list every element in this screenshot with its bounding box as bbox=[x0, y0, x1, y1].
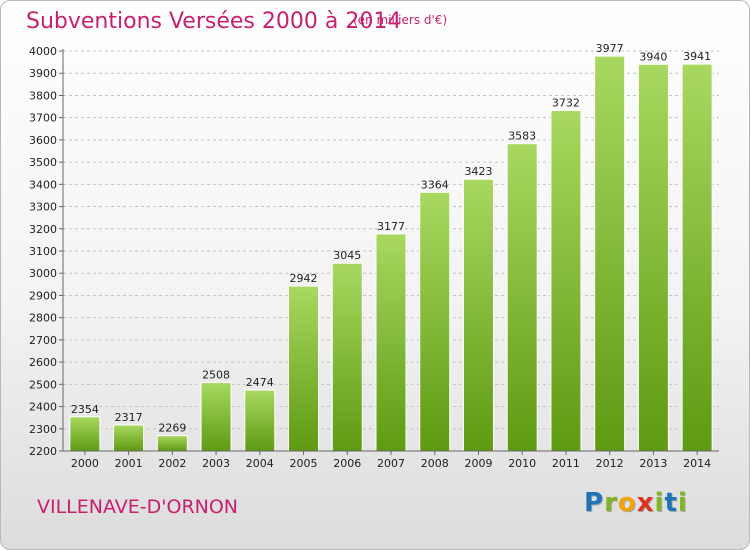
proxiti-logo: Proxiti bbox=[584, 488, 688, 518]
logo-letter: i bbox=[654, 488, 665, 518]
y-tick-label: 2800 bbox=[29, 312, 57, 325]
x-tick-label: 2005 bbox=[290, 457, 318, 470]
data-label: 3045 bbox=[333, 249, 361, 262]
y-tick-label: 2900 bbox=[29, 289, 57, 302]
y-tick-label: 3700 bbox=[29, 112, 57, 125]
bar bbox=[113, 424, 145, 452]
logo-letter: P bbox=[584, 488, 605, 518]
unit-note: (en milliers d'€) bbox=[353, 13, 448, 27]
y-tick-label: 3400 bbox=[29, 178, 57, 191]
logo-letter: t bbox=[664, 488, 678, 518]
bar bbox=[419, 191, 451, 452]
data-label: 3940 bbox=[639, 50, 667, 63]
x-tick-label: 2009 bbox=[464, 457, 492, 470]
x-tick-label: 2010 bbox=[508, 457, 536, 470]
y-tick-label: 3100 bbox=[29, 245, 57, 258]
logo-letter: x bbox=[636, 488, 655, 518]
axes: 2200 2300 2400 2500 2600 2700 2800 2900 3000 3100… bbox=[29, 45, 719, 470]
y-tick-label: 4000 bbox=[29, 45, 57, 58]
y-tick-label: 2200 bbox=[29, 445, 57, 458]
bar bbox=[637, 63, 669, 452]
bar bbox=[200, 382, 232, 452]
city-name: VILLENAVE-D'ORNON bbox=[37, 496, 239, 518]
logo-letter: o bbox=[617, 488, 637, 518]
logo-letter: i bbox=[677, 488, 688, 518]
y-tick-label: 3500 bbox=[29, 156, 57, 169]
data-label: 3177 bbox=[377, 220, 405, 233]
y-tick-label: 3900 bbox=[29, 67, 57, 80]
bar bbox=[156, 435, 188, 452]
y-tick-label: 3200 bbox=[29, 223, 57, 236]
x-tick-label: 2002 bbox=[158, 457, 186, 470]
bar bbox=[375, 233, 407, 452]
x-tick-label: 2013 bbox=[639, 457, 667, 470]
y-tick-label: 3000 bbox=[29, 267, 57, 280]
data-label: 2354 bbox=[71, 403, 99, 416]
bar bbox=[681, 63, 713, 452]
chart-title: Subventions Versées 2000 à 2014 bbox=[26, 9, 402, 34]
x-tick-label: 2011 bbox=[552, 457, 580, 470]
x-tick-label: 2003 bbox=[202, 457, 230, 470]
y-tick-label: 2500 bbox=[29, 378, 57, 391]
y-tick-label: 2300 bbox=[29, 423, 57, 436]
logo-letter: r bbox=[604, 488, 618, 518]
data-label: 3423 bbox=[464, 165, 492, 178]
x-tick-label: 2004 bbox=[246, 457, 274, 470]
data-label: 2269 bbox=[158, 422, 186, 435]
data-label: 2942 bbox=[290, 272, 318, 285]
x-tick-label: 2007 bbox=[377, 457, 405, 470]
y-tick-label: 3800 bbox=[29, 89, 57, 102]
x-tick-label: 2001 bbox=[115, 457, 143, 470]
bar bbox=[288, 285, 320, 452]
bar bbox=[550, 110, 582, 452]
data-label: 3732 bbox=[552, 97, 580, 110]
data-label: 2474 bbox=[246, 376, 274, 389]
x-tick-label: 2008 bbox=[421, 457, 449, 470]
bar bbox=[594, 55, 626, 452]
data-label: 3583 bbox=[508, 130, 536, 143]
data-label: 2317 bbox=[115, 411, 143, 424]
bar bbox=[244, 389, 276, 452]
y-tick-label: 2600 bbox=[29, 356, 57, 369]
x-tick-label: 2000 bbox=[71, 457, 99, 470]
data-label: 2508 bbox=[202, 369, 230, 382]
bar bbox=[331, 262, 363, 452]
y-tick-label: 2700 bbox=[29, 334, 57, 347]
x-tick-label: 2006 bbox=[333, 457, 361, 470]
data-label: 3977 bbox=[596, 42, 624, 55]
y-tick-label: 2400 bbox=[29, 401, 57, 414]
y-tick-label: 3300 bbox=[29, 201, 57, 214]
bar bbox=[462, 178, 494, 452]
bar bbox=[69, 416, 101, 452]
y-tick-label: 3600 bbox=[29, 134, 57, 147]
x-tick-label: 2012 bbox=[596, 457, 624, 470]
bars: 2354 2317 2269 2508 2474 2942 3045 3177 3364 3423… bbox=[69, 42, 713, 452]
data-label: 3364 bbox=[421, 178, 449, 191]
bar bbox=[506, 143, 538, 452]
data-label: 3941 bbox=[683, 50, 711, 63]
x-tick-label: 2014 bbox=[683, 457, 711, 470]
